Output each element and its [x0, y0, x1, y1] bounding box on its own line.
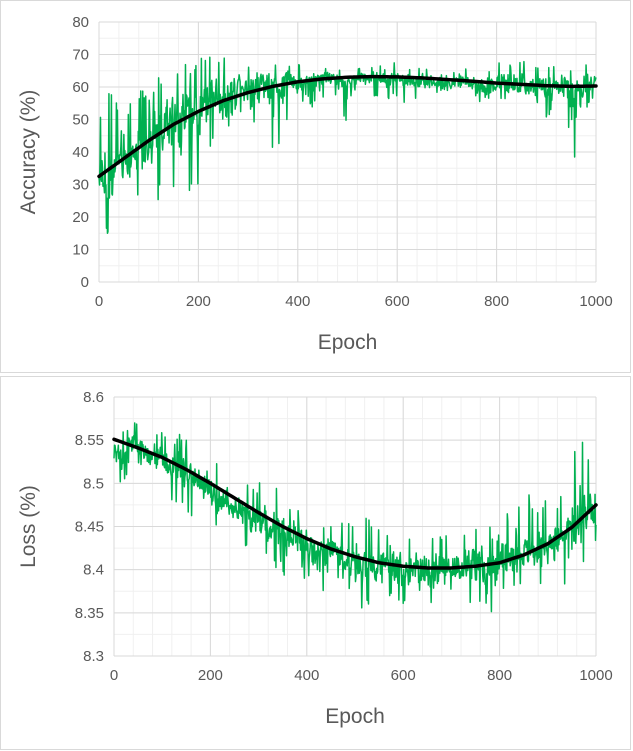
y-tick-label: 40 — [72, 144, 89, 161]
y-tick-label: 8.35 — [75, 605, 104, 622]
x-tick-label: 800 — [484, 293, 509, 310]
x-tick-label: 800 — [487, 667, 512, 684]
grid — [98, 21, 597, 283]
noisy-series-line — [113, 422, 597, 613]
grid — [113, 396, 597, 657]
y-tick-label: 8.4 — [83, 562, 104, 579]
x-tick-label: 200 — [198, 667, 223, 684]
x-tick-label: 1000 — [579, 293, 612, 310]
x-tick-label: 400 — [285, 293, 310, 310]
x-axis-title: Epoch — [325, 705, 385, 728]
y-tick-label: 10 — [72, 242, 89, 259]
loss-chart-panel: 8.3 8.35 8.4 8.45 8.5 8.55 8.6 0 200 400 600 800 100… — [0, 376, 631, 750]
x-tick-label: 1000 — [579, 667, 612, 684]
y-axis-title: Loss (%) — [17, 485, 40, 568]
x-tick-label: 200 — [186, 293, 211, 310]
y-tick-label: 20 — [72, 209, 89, 226]
y-tick-label: 30 — [72, 177, 89, 194]
y-tick-label: 8.55 — [75, 432, 104, 449]
x-tick-label: 600 — [385, 293, 410, 310]
y-tick-label: 0 — [81, 274, 89, 291]
y-tick-label: 8.5 — [83, 475, 104, 492]
x-tick-label: 0 — [110, 667, 118, 684]
y-tick-label: 8.3 — [83, 648, 104, 665]
x-tick-label: 600 — [391, 667, 416, 684]
y-tick-label: 60 — [72, 79, 89, 96]
y-tick-label: 8.45 — [75, 519, 104, 536]
x-tick-label: 0 — [95, 293, 103, 310]
x-tick-label: 400 — [294, 667, 319, 684]
accuracy-chart-panel: 0 10 20 30 40 50 60 70 80 0 200 400 600 800 1000 Epoch A… — [0, 0, 631, 373]
y-tick-label: 70 — [72, 47, 89, 64]
loss-chart: 8.3 8.35 8.4 8.45 8.5 8.55 8.6 0 200 400 600 800 100… — [17, 389, 613, 728]
y-axis-title: Accuracy (%) — [17, 90, 40, 215]
y-tick-label: 80 — [72, 14, 89, 31]
y-tick-label: 50 — [72, 112, 89, 129]
y-tick-label: 8.6 — [83, 389, 104, 406]
x-axis-title: Epoch — [318, 331, 378, 354]
